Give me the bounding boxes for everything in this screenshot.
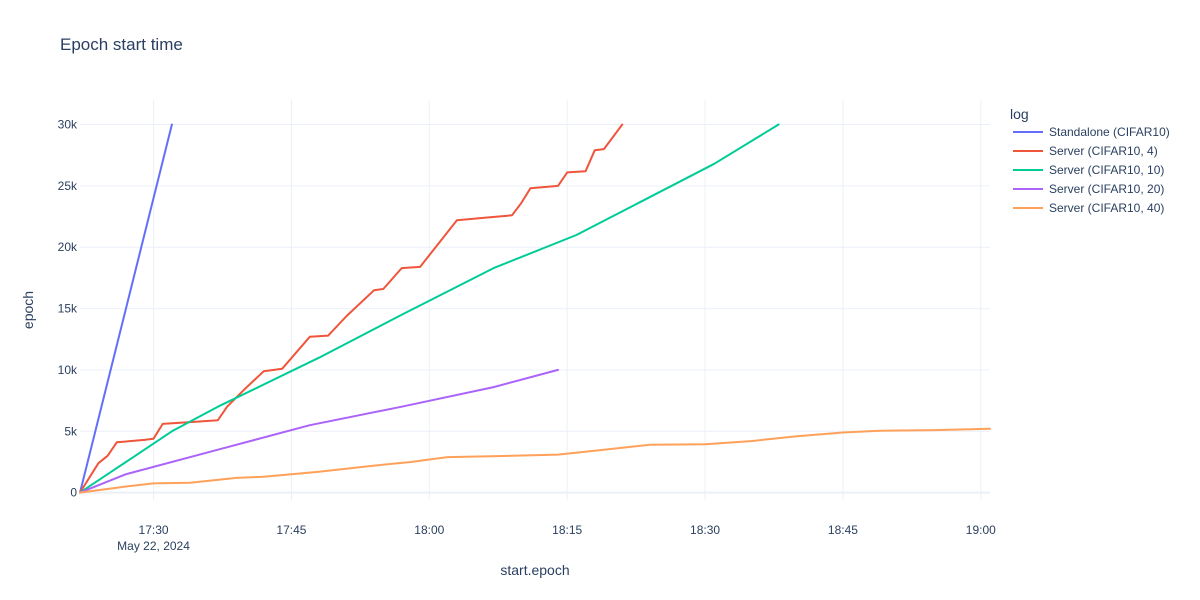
series-line-5 <box>79 427 991 494</box>
y-tick-label: 30k <box>58 118 78 132</box>
tick-layer: 0 5k 10k 15k 20k 25k 30k 17:30 17:45 18:00 18:15 18… <box>58 118 997 537</box>
series-line-2 <box>79 123 624 494</box>
chart-title: Epoch start time <box>60 35 183 54</box>
x-axis-date-label: May 22, 2024 <box>117 539 190 553</box>
series-layer <box>79 123 991 494</box>
legend-title: log <box>1010 106 1029 122</box>
y-tick-label: 25k <box>58 179 78 193</box>
y-tick-label: 10k <box>58 363 78 377</box>
grid-layer <box>80 100 990 500</box>
legend-item: Server (CIFAR10, 4) <box>1013 144 1158 158</box>
legend-label: Server (CIFAR10, 4) <box>1049 144 1158 158</box>
legend: log Standalone (CIFAR10) Server (CIFAR10,… <box>1010 106 1170 215</box>
y-tick-label: 20k <box>58 240 78 254</box>
y-tick-label: 15k <box>58 302 78 316</box>
y-axis-title: epoch <box>20 291 36 329</box>
y-tick-label: 5k <box>64 424 78 438</box>
x-tick-label: 17:30 <box>139 523 169 537</box>
legend-label: Server (CIFAR10, 20) <box>1049 182 1164 196</box>
y-tick-label: 0 <box>70 486 77 500</box>
x-axis-title: start.epoch <box>500 562 569 578</box>
series-line-3 <box>79 123 780 494</box>
x-tick-label: 19:00 <box>966 523 996 537</box>
series-line-4 <box>79 368 559 494</box>
legend-item: Server (CIFAR10, 10) <box>1013 163 1164 177</box>
x-tick-label: 18:45 <box>828 523 858 537</box>
legend-label: Standalone (CIFAR10) <box>1049 125 1170 139</box>
x-tick-label: 17:45 <box>276 523 306 537</box>
legend-label: Server (CIFAR10, 10) <box>1049 163 1164 177</box>
legend-label: Server (CIFAR10, 40) <box>1049 201 1164 215</box>
x-tick-label: 18:30 <box>690 523 720 537</box>
series-line-1 <box>79 123 173 494</box>
legend-item: Standalone (CIFAR10) <box>1013 125 1170 139</box>
x-tick-label: 18:00 <box>414 523 444 537</box>
x-tick-label: 18:15 <box>552 523 582 537</box>
legend-item: Server (CIFAR10, 40) <box>1013 201 1164 215</box>
legend-item: Server (CIFAR10, 20) <box>1013 182 1164 196</box>
